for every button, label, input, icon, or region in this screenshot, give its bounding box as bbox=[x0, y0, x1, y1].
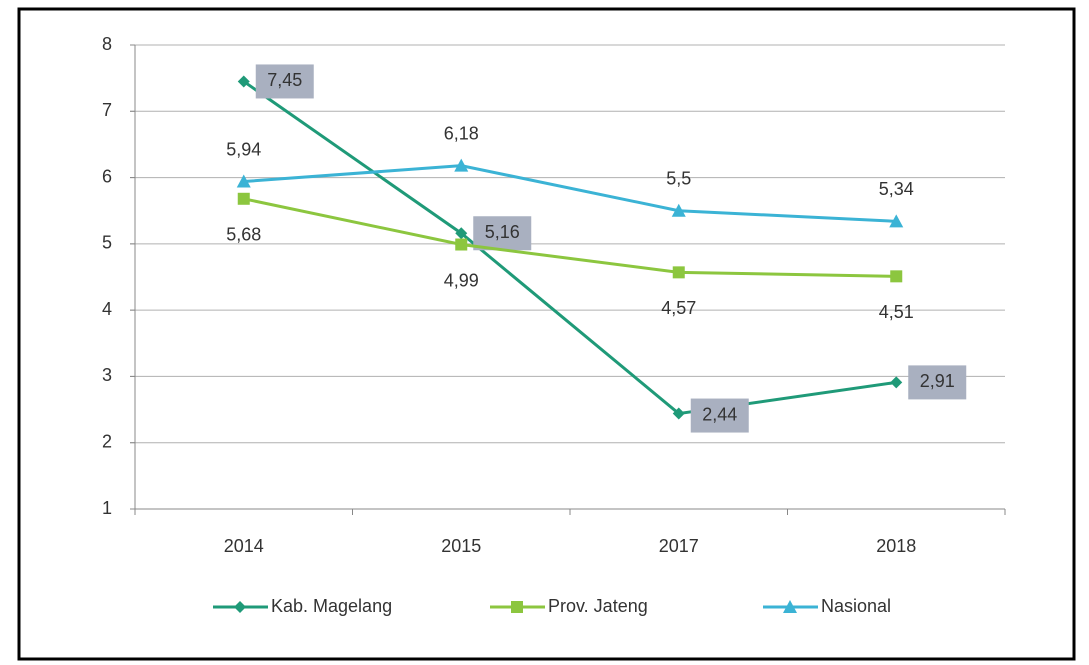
marker bbox=[455, 238, 468, 251]
y-tick-label: 8 bbox=[102, 34, 112, 54]
data-label: 5,16 bbox=[485, 222, 520, 242]
marker bbox=[890, 376, 903, 389]
y-tick-label: 2 bbox=[102, 431, 112, 451]
y-tick-label: 4 bbox=[102, 299, 112, 319]
data-label-box bbox=[473, 216, 532, 251]
data-label: 4,99 bbox=[444, 270, 479, 290]
y-tick-label: 6 bbox=[102, 166, 112, 186]
legend-label: Kab. Magelang bbox=[271, 596, 392, 616]
data-label-box bbox=[690, 398, 749, 433]
marker bbox=[672, 266, 685, 279]
marker bbox=[237, 192, 250, 205]
data-label: 5,94 bbox=[226, 139, 261, 159]
data-label: 6,18 bbox=[444, 123, 479, 143]
data-label: 4,51 bbox=[879, 302, 914, 322]
marker bbox=[672, 407, 685, 420]
legend-label: Prov. Jateng bbox=[548, 596, 648, 616]
series-line bbox=[243, 197, 897, 278]
x-tick-label: 2018 bbox=[876, 536, 916, 556]
marker bbox=[890, 270, 903, 283]
legend-marker bbox=[234, 601, 246, 613]
legend-label: Nasional bbox=[821, 596, 891, 616]
series-line bbox=[243, 164, 897, 223]
marker bbox=[455, 227, 468, 240]
data-label: 5,5 bbox=[666, 168, 691, 188]
data-label: 4,57 bbox=[661, 298, 696, 318]
marker bbox=[889, 214, 904, 228]
x-tick-label: 2017 bbox=[659, 536, 699, 556]
y-tick-label: 7 bbox=[102, 100, 112, 120]
legend-marker bbox=[783, 600, 797, 613]
data-label-box bbox=[908, 365, 967, 400]
series-line bbox=[242, 80, 897, 416]
x-tick-label: 2014 bbox=[224, 536, 264, 556]
chart-border bbox=[17, 7, 1076, 661]
data-label: 2,91 bbox=[920, 371, 955, 391]
data-label: 5,34 bbox=[879, 179, 914, 199]
data-label: 7,45 bbox=[267, 70, 302, 90]
data-label: 2,44 bbox=[702, 404, 737, 424]
marker bbox=[671, 203, 686, 217]
x-tick-label: 2015 bbox=[441, 536, 481, 556]
y-tick-label: 5 bbox=[102, 233, 112, 253]
data-label-box bbox=[255, 64, 314, 99]
marker bbox=[454, 158, 469, 172]
marker bbox=[237, 75, 250, 88]
data-label: 5,68 bbox=[226, 225, 261, 245]
y-tick-label: 3 bbox=[102, 365, 112, 385]
marker bbox=[236, 174, 251, 188]
legend-marker bbox=[511, 601, 523, 613]
y-tick-label: 1 bbox=[102, 498, 112, 518]
